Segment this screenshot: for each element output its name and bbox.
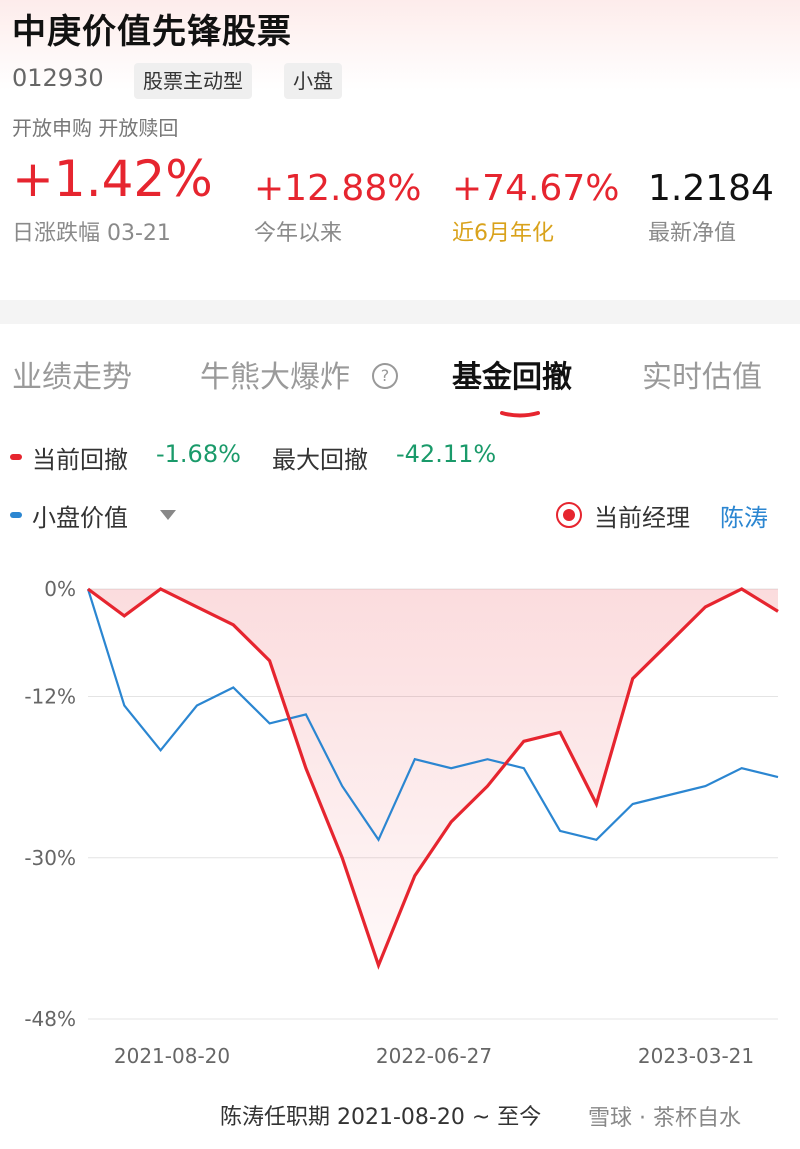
daily-change-value: +1.42% bbox=[12, 150, 213, 208]
y-tick-label: -30% bbox=[24, 846, 76, 870]
tab-bull-bear[interactable]: 牛熊大爆炸 bbox=[200, 360, 350, 395]
annualized-value: +74.67% bbox=[452, 168, 620, 209]
tab-performance[interactable]: 业绩走势 bbox=[12, 360, 132, 395]
manager-name-link[interactable]: 陈涛 bbox=[720, 504, 768, 532]
tab-drawdown[interactable]: 基金回撤 bbox=[452, 360, 572, 395]
nav-label: 最新净值 bbox=[648, 221, 737, 246]
current-drawdown-label: 当前回撤 bbox=[32, 446, 128, 474]
fund-name: 中庚价值先锋股票 bbox=[12, 12, 292, 52]
y-tick-label: -12% bbox=[24, 685, 76, 709]
annualized-label: 近6月年化 bbox=[452, 221, 554, 246]
x-tick-label: 2022-06-27 bbox=[376, 1044, 492, 1068]
watermark: 雪球 · 茶杯自水 bbox=[588, 1106, 741, 1131]
x-tick-label: 2023-03-21 bbox=[638, 1044, 754, 1068]
manager-toggle[interactable] bbox=[556, 502, 582, 528]
fund-status: 开放申购 开放赎回 bbox=[12, 116, 179, 140]
daily-change-label: 日涨跌幅 03-21 bbox=[12, 221, 171, 246]
fund-size-tag: 小盘 bbox=[284, 63, 342, 99]
fund-type-tag: 股票主动型 bbox=[134, 63, 252, 99]
chevron-down-icon[interactable] bbox=[160, 510, 176, 520]
current-drawdown-value: -1.68% bbox=[156, 440, 241, 468]
drawdown-chart[interactable]: 0% -12% -30% -48% 2021-08-20 2022-06-27 2023-… bbox=[0, 560, 800, 1090]
manager-tenure: 陈涛任职期 2021-08-20 ~ 至今 bbox=[220, 1105, 542, 1130]
benchmark-line bbox=[86, 588, 779, 843]
x-axis-labels: 2021-08-20 2022-06-27 2023-03-21 bbox=[114, 1044, 754, 1068]
max-drawdown-label: 最大回撤 bbox=[272, 446, 368, 474]
max-drawdown-value: -42.11% bbox=[396, 440, 497, 468]
fund-code: 012930 bbox=[12, 64, 104, 92]
y-tick-label: 0% bbox=[44, 577, 76, 601]
header-area bbox=[0, 0, 800, 300]
x-tick-label: 2021-08-20 bbox=[114, 1044, 230, 1068]
tab-realtime-estimate[interactable]: 实时估值 bbox=[642, 360, 762, 395]
fund-legend-swatch bbox=[10, 454, 22, 460]
section-divider bbox=[0, 300, 800, 324]
benchmark-selector[interactable]: 小盘价值 bbox=[32, 504, 128, 532]
benchmark-legend-swatch bbox=[10, 512, 22, 518]
ytd-label: 今年以来 bbox=[254, 221, 343, 246]
fund-drawdown-area bbox=[88, 589, 778, 966]
fund-drawdown-line bbox=[87, 587, 779, 970]
active-tab-indicator bbox=[500, 403, 540, 418]
help-icon[interactable]: ? bbox=[372, 363, 398, 389]
current-manager-label: 当前经理 bbox=[594, 504, 690, 532]
y-tick-label: -48% bbox=[24, 1007, 76, 1031]
ytd-value: +12.88% bbox=[254, 168, 422, 209]
nav-value: 1.2184 bbox=[648, 168, 774, 209]
y-axis-labels: 0% -12% -30% -48% bbox=[24, 577, 76, 1031]
